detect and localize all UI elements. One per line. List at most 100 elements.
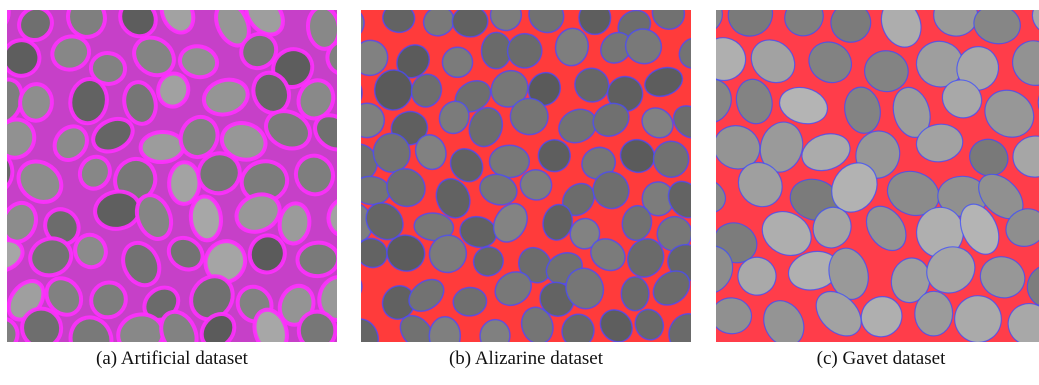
cell [306,10,337,51]
cell [808,41,853,84]
cell [652,270,691,306]
cell [295,240,337,279]
cell [761,211,812,256]
cell [984,89,1035,138]
cell [506,32,543,69]
cell [569,217,601,250]
cell [492,202,528,243]
cell [177,44,220,80]
cell [132,35,176,78]
cell [408,278,445,313]
cell [122,80,158,126]
cell [296,309,337,342]
cell [17,10,54,43]
cell [7,38,42,78]
cell [247,233,287,275]
cell [452,286,488,317]
cell [422,10,455,37]
cell [520,306,554,342]
cell [361,237,388,269]
cell [561,313,595,342]
cell [644,66,684,98]
cell [293,153,336,197]
cell [578,10,612,36]
cell [7,117,37,160]
cell [166,235,205,272]
cell [890,257,931,304]
cell [386,168,426,208]
cell [134,193,174,241]
cell-group [7,10,337,342]
cell [672,105,691,139]
cell [7,316,20,342]
cell [860,296,903,338]
cell [428,234,468,274]
cell [727,10,774,37]
cell [451,10,489,38]
cell [537,139,571,173]
cell [716,245,734,295]
cell [651,10,686,31]
cell [494,271,532,307]
cell [574,67,610,103]
cell [509,97,549,136]
cell [844,86,881,134]
cell [641,107,674,139]
cell [189,274,235,322]
cell [914,290,954,337]
cell [199,312,237,342]
cell [716,10,723,34]
cell [973,10,1021,45]
cell [828,247,869,300]
cell [621,204,653,242]
cell [941,79,983,119]
cell-group [716,10,1039,342]
cell [519,169,553,201]
cell [763,300,805,342]
cell [7,238,25,274]
cell [667,180,691,219]
cell [716,78,732,124]
cell [441,46,474,79]
cell [239,31,279,71]
cell [479,318,511,342]
cell [73,232,108,270]
cell [554,27,590,67]
cell [50,34,92,72]
cell [167,160,202,206]
cell [361,318,379,342]
cell [468,106,504,148]
cell [18,82,54,123]
cell [716,297,753,335]
cell [592,102,630,137]
cell [244,10,285,37]
cell [188,194,223,243]
cell [138,129,186,165]
cell [668,313,691,342]
cell [428,315,462,342]
cell [121,240,162,288]
cell [361,74,363,112]
segmentation-image-gavet-svg [716,10,1039,342]
segmentation-image-artificial [7,10,337,342]
segmentation-image-alizarine [361,10,691,342]
cell [969,138,1009,177]
cell [277,201,312,246]
cell [1037,80,1039,125]
caption-gavet: (c) Gavet dataset [816,348,946,369]
cell [91,116,135,154]
cell [156,71,191,109]
cell [313,113,337,152]
cell [737,161,783,208]
cell [252,307,289,342]
cell [381,285,416,320]
figure-panel-artificial [7,10,337,342]
cell [778,86,829,125]
cell [979,256,1026,299]
cell [16,159,64,204]
cell [865,205,907,252]
cell [20,306,64,342]
cell [634,308,665,341]
cell [959,203,1000,255]
cell [159,10,196,35]
